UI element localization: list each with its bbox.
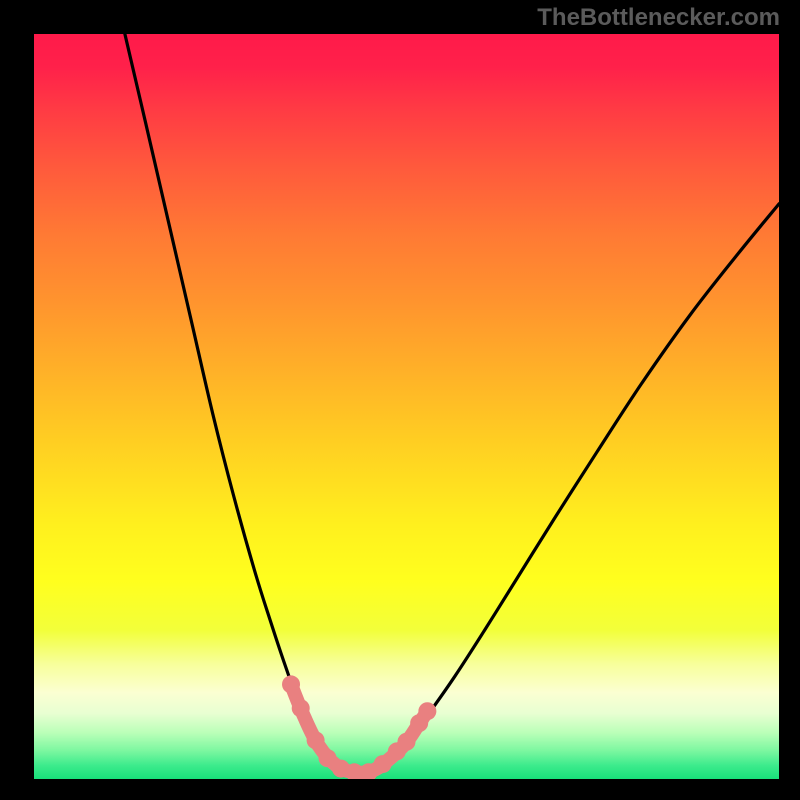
valley-marker-dot (307, 731, 325, 749)
valley-marker-dot (292, 699, 310, 717)
curve-layer (34, 34, 779, 779)
valley-marker-dot (374, 755, 392, 773)
valley-marker-dot (418, 702, 436, 720)
valley-marker-dot (398, 733, 416, 751)
valley-marker-dot (282, 675, 300, 693)
valley-marker-stroke (291, 684, 427, 772)
bottleneck-curve (125, 34, 779, 773)
plot-area (34, 34, 779, 779)
watermark-text: TheBottlenecker.com (537, 4, 780, 32)
chart-stage: TheBottlenecker.com (0, 0, 800, 800)
